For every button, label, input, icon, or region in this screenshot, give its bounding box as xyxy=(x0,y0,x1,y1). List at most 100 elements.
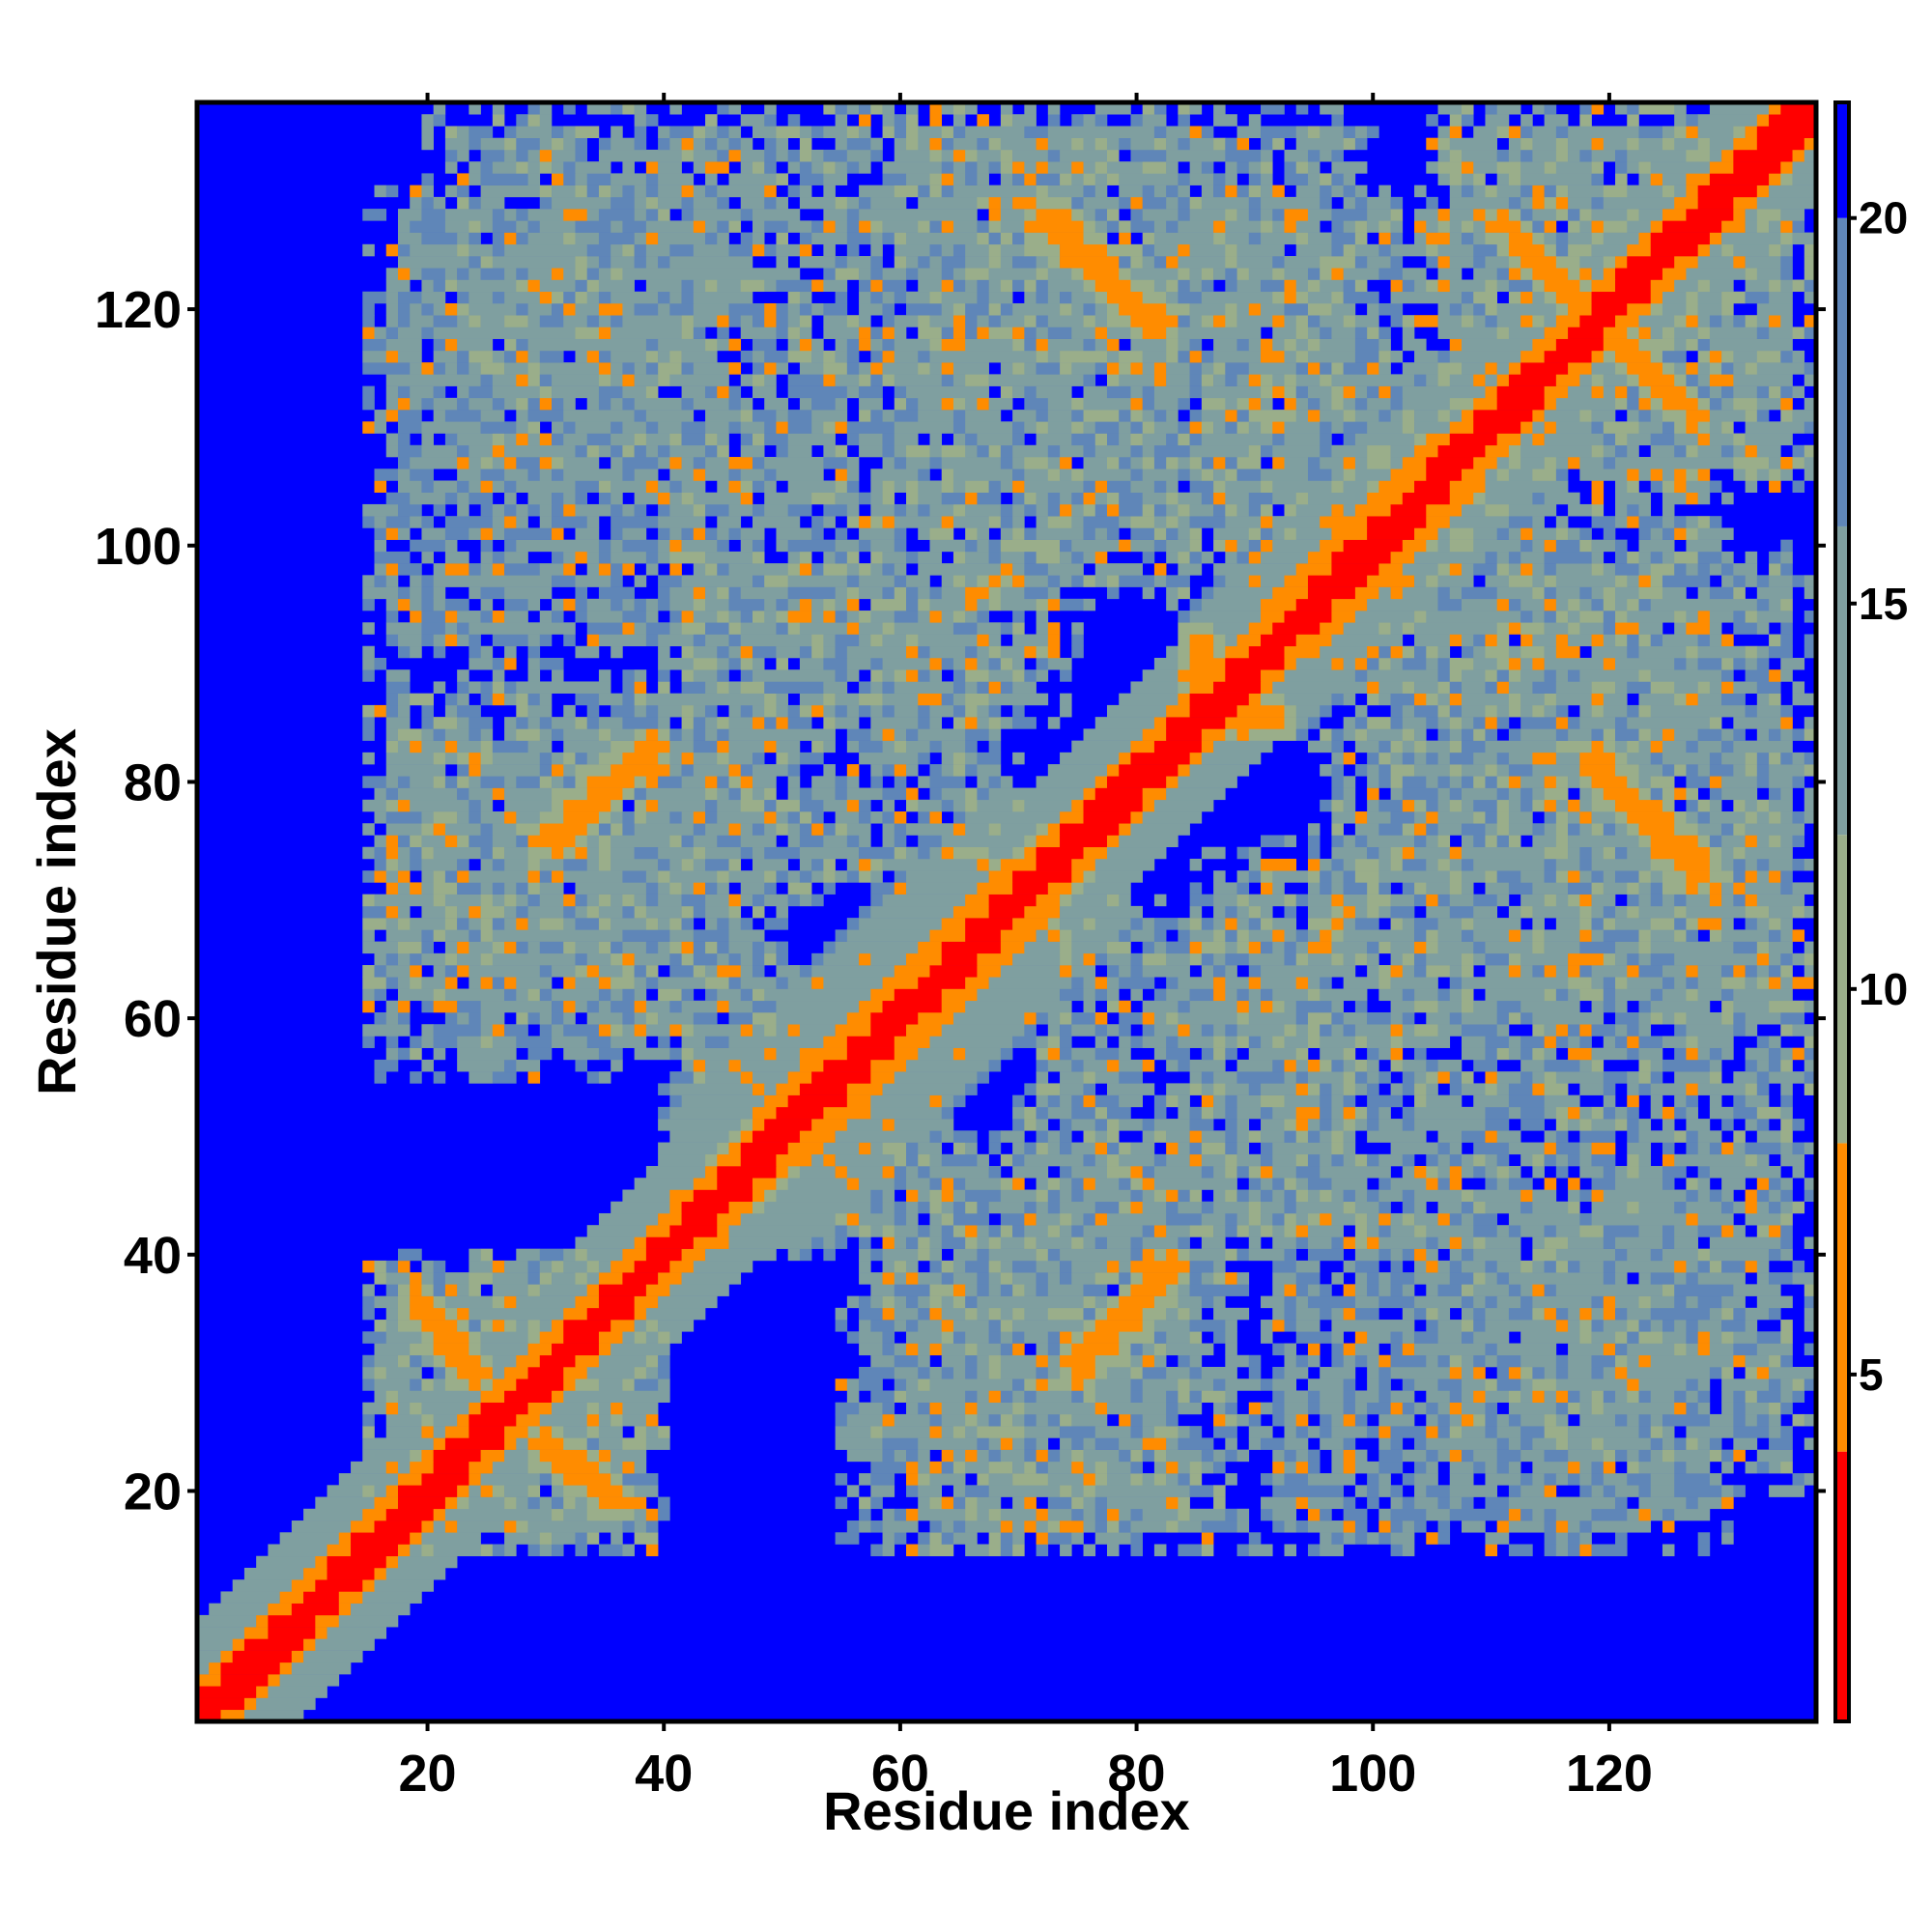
heatmap-cell xyxy=(1331,598,1368,611)
heatmap-cell xyxy=(1603,1260,1616,1273)
heatmap-cell xyxy=(1036,1461,1049,1474)
heatmap-cell xyxy=(1024,1331,1049,1344)
heatmap-cell xyxy=(988,645,1002,659)
heatmap-cell xyxy=(539,823,587,836)
heatmap-cell xyxy=(1000,681,1013,694)
heatmap-cell xyxy=(1331,1354,1344,1368)
heatmap-cell xyxy=(728,634,742,647)
heatmap-cell xyxy=(1721,1485,1734,1497)
heatmap-cell xyxy=(1721,823,1734,836)
heatmap-cell xyxy=(906,669,919,682)
heatmap-cell xyxy=(1733,846,1746,860)
heatmap-cell xyxy=(374,1272,387,1285)
heatmap-cell xyxy=(1201,952,1214,966)
heatmap-cell xyxy=(1024,1390,1037,1403)
heatmap-cell xyxy=(1461,1153,1474,1167)
heatmap-cell xyxy=(397,776,411,788)
heatmap-cell xyxy=(1094,858,1155,871)
heatmap-cell xyxy=(1568,598,1580,611)
heatmap-cell xyxy=(882,1201,895,1214)
heatmap-cell xyxy=(658,776,682,788)
heatmap-cell xyxy=(1236,894,1250,907)
heatmap-cell xyxy=(1390,1496,1404,1510)
heatmap-cell xyxy=(835,586,848,600)
heatmap-cell xyxy=(256,1555,316,1569)
heatmap-cell xyxy=(1106,1236,1131,1249)
heatmap-cell xyxy=(941,941,1002,954)
heatmap-cell xyxy=(1473,941,1486,954)
heatmap-cell xyxy=(1638,728,1652,741)
heatmap-cell xyxy=(1555,1366,1569,1379)
heatmap-cell xyxy=(1627,752,1652,765)
heatmap-cell xyxy=(1627,952,1639,966)
heatmap-cell xyxy=(362,1036,375,1048)
heatmap-cell xyxy=(1402,823,1415,836)
heatmap-cell xyxy=(527,1449,541,1463)
heatmap-cell xyxy=(1201,586,1214,600)
heatmap-cell xyxy=(1119,1201,1131,1214)
heatmap-cell xyxy=(1579,1036,1592,1048)
heatmap-cell xyxy=(634,905,647,919)
heatmap-cell xyxy=(1307,1508,1321,1521)
heatmap-cell xyxy=(1153,1426,1179,1438)
heatmap-cell xyxy=(1378,965,1391,978)
heatmap-cell xyxy=(1295,657,1332,670)
heatmap-cell xyxy=(1756,1331,1781,1344)
heatmap-cell xyxy=(1756,1083,1770,1095)
heatmap-cell xyxy=(658,669,670,682)
heatmap-cell xyxy=(469,799,481,812)
heatmap-cell xyxy=(1756,1119,1770,1131)
heatmap-cell xyxy=(1236,988,1250,1002)
heatmap-cell xyxy=(1047,1094,1061,1108)
heatmap-cell xyxy=(1674,1320,1687,1332)
heatmap-cell xyxy=(764,952,777,966)
heatmap-cell xyxy=(492,693,505,706)
heatmap-cell xyxy=(870,988,895,1002)
heatmap-cell xyxy=(1060,905,1143,919)
heatmap-cell xyxy=(645,693,765,706)
heatmap-cell xyxy=(1106,1059,1120,1072)
heatmap-cell xyxy=(1236,1449,1250,1463)
heatmap-cell xyxy=(1295,728,1309,741)
heatmap-cell xyxy=(1437,1142,1451,1155)
heatmap-cell xyxy=(1343,1189,1356,1203)
heatmap-cell xyxy=(705,704,718,718)
heatmap-cell xyxy=(1343,1094,1356,1108)
heatmap-cell xyxy=(645,1354,659,1368)
heatmap-cell xyxy=(941,1532,954,1545)
heatmap-cell xyxy=(894,728,907,741)
heatmap-cell xyxy=(776,1011,848,1025)
heatmap-cell xyxy=(1532,1508,1545,1521)
heatmap-cell xyxy=(1083,870,1096,883)
heatmap-cell xyxy=(1153,988,1167,1002)
heatmap-cell xyxy=(1686,740,1698,753)
heatmap-cell xyxy=(1603,704,1628,718)
heatmap-cell xyxy=(1650,1307,1711,1321)
heatmap-cell xyxy=(1496,1071,1521,1084)
heatmap-cell xyxy=(1579,1189,1592,1203)
heatmap-cell xyxy=(1780,1320,1793,1332)
heatmap-cell xyxy=(787,870,801,883)
heatmap-cell xyxy=(1236,1166,1250,1179)
heatmap-cell xyxy=(1272,1212,1285,1226)
heatmap-cell xyxy=(1485,1378,1497,1391)
heatmap-cell xyxy=(1354,858,1379,871)
heatmap-cell xyxy=(1343,1402,1356,1415)
heatmap-cell xyxy=(1106,988,1120,1002)
heatmap-cell xyxy=(1047,586,1061,600)
heatmap-cell xyxy=(1591,728,1605,741)
heatmap-cell xyxy=(575,941,600,954)
heatmap-cell xyxy=(1461,1189,1474,1203)
heatmap-cell xyxy=(1473,1461,1486,1474)
heatmap-cell xyxy=(811,965,895,978)
heatmap-cell xyxy=(1248,1083,1262,1095)
heatmap-cell xyxy=(634,1178,695,1190)
heatmap-cell xyxy=(764,1189,777,1203)
heatmap-cell xyxy=(586,634,600,647)
heatmap-cell xyxy=(1461,1320,1474,1332)
heatmap-cell xyxy=(1248,1130,1262,1143)
heatmap-cell xyxy=(385,622,422,635)
heatmap-cell xyxy=(385,835,399,848)
heatmap-cell xyxy=(1437,799,1451,812)
heatmap-cell xyxy=(552,1508,564,1521)
